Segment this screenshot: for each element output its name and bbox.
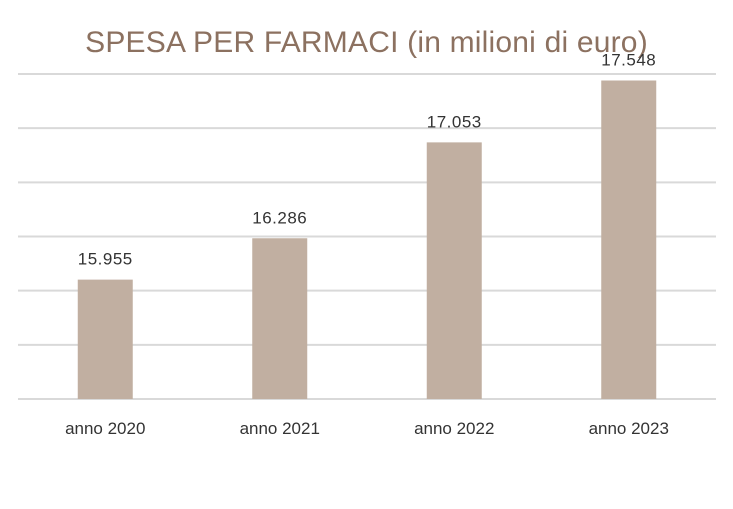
data-label: 17.548 — [601, 51, 656, 70]
x-tick-label: anno 2021 — [240, 419, 320, 438]
x-tick-label: anno 2022 — [414, 419, 494, 438]
chart-title: SPESA PER FARMACI (in milioni di euro) — [85, 26, 648, 59]
data-label: 17.053 — [427, 112, 482, 131]
x-tick-label: anno 2020 — [65, 419, 145, 438]
x-tick-label: anno 2023 — [589, 419, 669, 438]
bar-anno-2021 — [252, 238, 308, 399]
bar-anno-2022 — [426, 142, 482, 399]
bar-anno-2020 — [77, 279, 133, 399]
bar-anno-2023 — [601, 80, 657, 399]
data-label: 15.955 — [78, 250, 133, 269]
data-label: 16.286 — [252, 208, 307, 227]
